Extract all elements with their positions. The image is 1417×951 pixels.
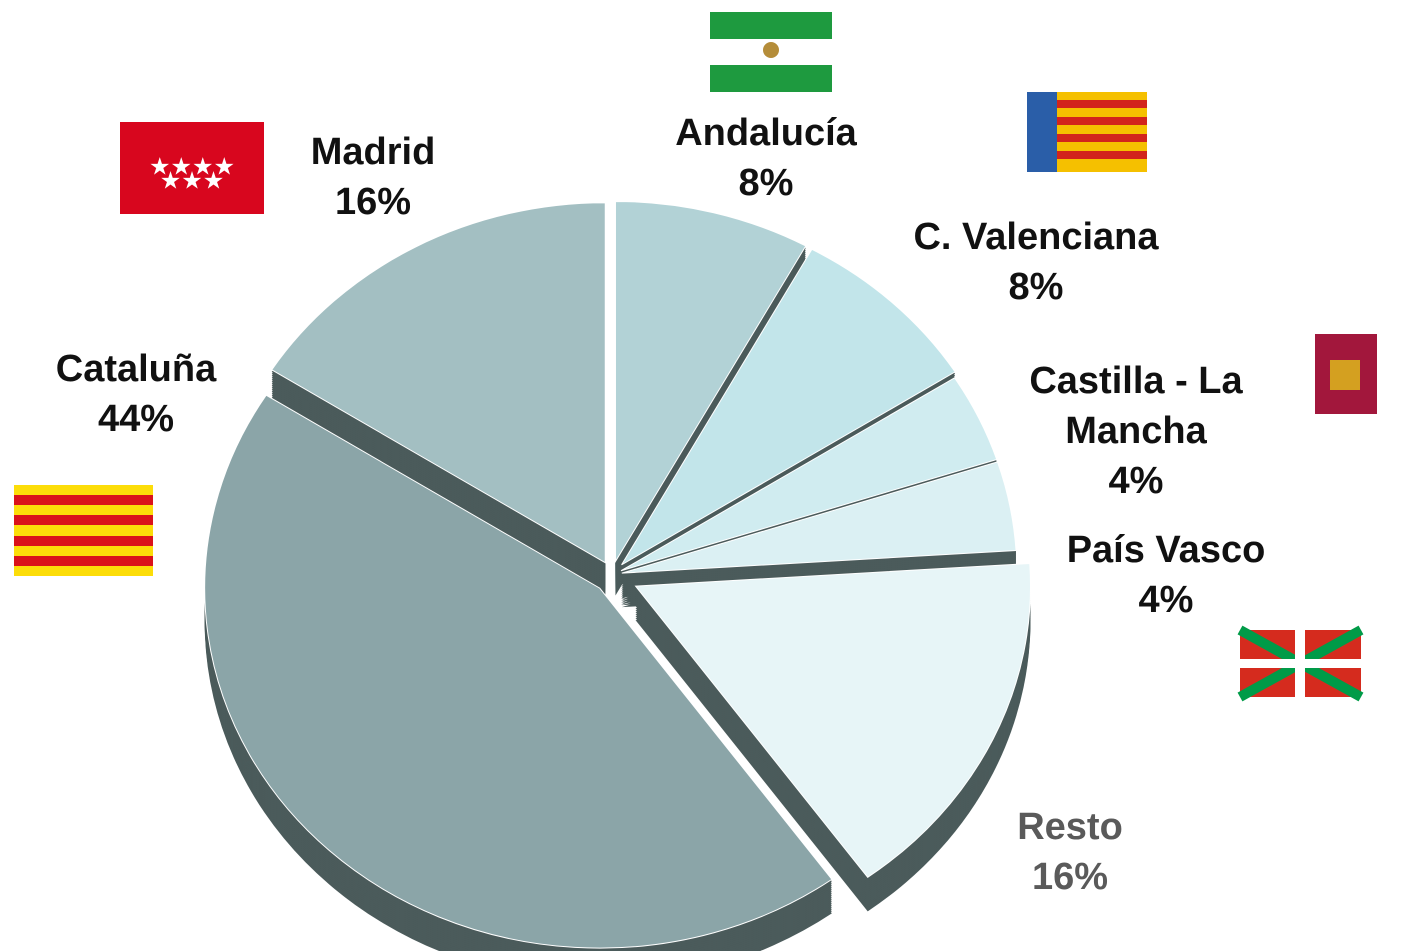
slice <box>204 394 833 949</box>
category-label: C. Valenciana <box>913 216 1159 258</box>
category-label: País Vasco <box>1066 529 1266 571</box>
slice-label: Madrid 16% <box>223 127 523 227</box>
slice <box>621 461 1017 574</box>
value-label: 8% <box>1008 266 1064 308</box>
flag-andalucia <box>710 12 832 92</box>
slice-label: C. Valenciana 8% <box>836 212 1236 312</box>
category-label: Cataluña <box>55 348 217 390</box>
category-label: Madrid <box>310 131 436 173</box>
slice <box>620 377 998 572</box>
slice-label: Resto 16% <box>920 802 1220 902</box>
category-label: Resto <box>1017 806 1123 848</box>
value-label: 4% <box>1138 579 1194 621</box>
slice-label: País Vasco 4% <box>966 525 1366 625</box>
slice-label: Andalucía 8% <box>566 108 966 208</box>
flag-madrid: ★★★★ ★★★ <box>120 122 264 214</box>
slice <box>271 202 606 564</box>
flag-cataluna <box>14 485 153 576</box>
value-label: 44% <box>97 398 175 440</box>
value-label: 16% <box>1031 856 1109 898</box>
flag-pais-vasco <box>1237 625 1364 702</box>
slice-label: Castilla - La Mancha 4% <box>1006 356 1266 506</box>
category-label: Castilla - La Mancha <box>1029 360 1243 452</box>
value-label: 8% <box>738 162 794 204</box>
category-label: Andalucía <box>675 112 857 154</box>
value-label: 16% <box>334 181 412 223</box>
svg-text:★★★★: ★★★★ <box>149 153 235 180</box>
flags: ★★★★ ★★★ <box>14 12 1417 702</box>
svg-text:★★★: ★★★ <box>160 167 225 194</box>
slice-tops <box>204 200 1031 949</box>
value-label: 4% <box>1108 460 1164 502</box>
slice <box>621 248 956 566</box>
slice <box>614 200 807 564</box>
flag-valencia <box>1027 92 1147 172</box>
slice-label: Cataluña 44% <box>0 344 286 444</box>
flag-castilla <box>1315 334 1417 414</box>
slice <box>634 562 1031 878</box>
